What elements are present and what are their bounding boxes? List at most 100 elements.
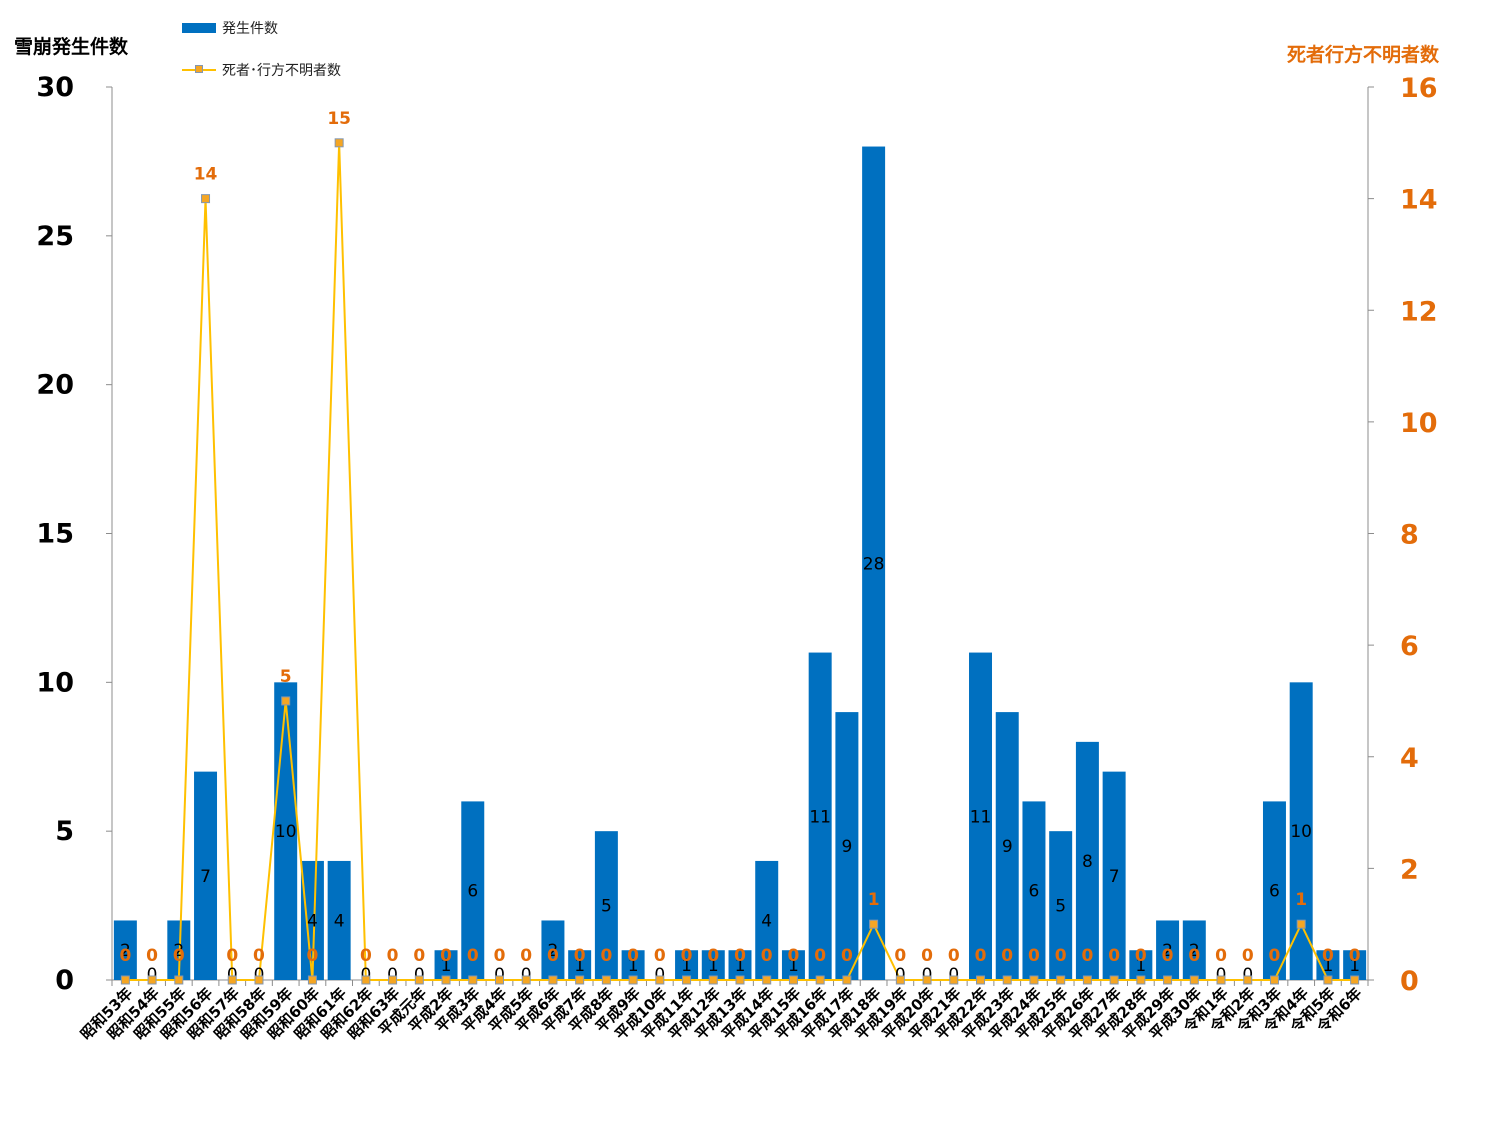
- bar-data-label: 11: [970, 807, 992, 827]
- bar-data-label: 1: [681, 956, 692, 976]
- bar-data-label: 0: [1216, 965, 1227, 985]
- line-data-label: 0: [681, 946, 693, 966]
- bar: [701, 950, 725, 980]
- right-tick-label: 8: [1400, 520, 1419, 551]
- line-data-label: 0: [707, 946, 719, 966]
- line-data-label: 0: [1269, 946, 1281, 966]
- line-point: [949, 975, 959, 985]
- line-data-label: 0: [387, 946, 399, 966]
- bar: [594, 831, 618, 980]
- bar: [541, 920, 565, 980]
- right-tick-label: 12: [1400, 296, 1438, 327]
- line-point: [388, 975, 398, 985]
- bar: [1049, 831, 1073, 980]
- line-point: [869, 919, 879, 929]
- bar: [862, 146, 886, 981]
- bar-data-label: 0: [895, 965, 906, 985]
- bar: [1262, 801, 1286, 980]
- line-data-label: 0: [841, 946, 853, 966]
- bar-data-label: 9: [841, 837, 852, 857]
- line-point: [1269, 975, 1279, 985]
- right-axis-title: 死者行方不明者数: [1286, 44, 1439, 66]
- bar-data-label: 4: [307, 911, 318, 931]
- bar: [835, 712, 859, 980]
- bar-data-label: 10: [1290, 822, 1312, 842]
- bar-data-label: 1: [628, 956, 639, 976]
- line-data-label: 0: [975, 946, 987, 966]
- left-tick-label: 25: [36, 221, 74, 252]
- line-point: [1002, 975, 1012, 985]
- line-data-label: 0: [146, 946, 158, 966]
- bar-data-label: 6: [1269, 882, 1280, 902]
- bar: [300, 860, 324, 980]
- bar: [461, 801, 485, 980]
- bar: [1156, 920, 1180, 980]
- legend-line-marker: [195, 65, 203, 73]
- line-data-label: 0: [1242, 946, 1254, 966]
- line-point: [922, 975, 932, 985]
- line-point: [788, 975, 798, 985]
- line-point: [682, 975, 692, 985]
- bar-data-label: 0: [654, 965, 665, 985]
- bar: [1343, 950, 1367, 980]
- line-point: [361, 975, 371, 985]
- bar: [621, 950, 645, 980]
- left-tick-label: 5: [55, 816, 74, 847]
- line-point: [1029, 975, 1039, 985]
- bar-data-label: 1: [441, 956, 452, 976]
- bar-data-label: 0: [948, 965, 959, 985]
- bar-data-label: 1: [1323, 956, 1334, 976]
- line-data-label: 0: [627, 946, 639, 966]
- line-point: [762, 975, 772, 985]
- bar: [167, 920, 191, 980]
- left-tick-label: 10: [36, 667, 74, 698]
- bar-data-label: 6: [1029, 882, 1040, 902]
- line-data-label: 0: [119, 946, 131, 966]
- bar: [1075, 741, 1099, 980]
- bar: [113, 920, 137, 980]
- line-data-label: 0: [921, 946, 933, 966]
- line-point: [1056, 975, 1066, 985]
- line-point: [227, 975, 237, 985]
- line-point: [254, 975, 264, 985]
- line-data-label: 1: [868, 890, 880, 910]
- line-point: [334, 138, 344, 148]
- line-point: [895, 975, 905, 985]
- right-tick-label: 4: [1400, 743, 1419, 774]
- line-point: [976, 975, 986, 985]
- line-data-label: 0: [1162, 946, 1174, 966]
- line-point: [1296, 919, 1306, 929]
- series-line: [125, 142, 1355, 981]
- bar: [1289, 682, 1313, 980]
- line-point: [414, 975, 424, 985]
- bar-data-label: 0: [521, 965, 532, 985]
- line-data-label: 0: [654, 946, 666, 966]
- line-point: [1350, 975, 1360, 985]
- line-point: [468, 975, 478, 985]
- bar-data-label: 1: [1349, 956, 1360, 976]
- right-tick-label: 16: [1400, 73, 1438, 104]
- line-point: [174, 975, 184, 985]
- line-data-label: 0: [761, 946, 773, 966]
- bar: [1102, 771, 1126, 980]
- line-point: [575, 975, 585, 985]
- line-data-label: 0: [253, 946, 265, 966]
- left-tick-label: 30: [36, 72, 74, 103]
- line-data-label: 0: [226, 946, 238, 966]
- line-point: [655, 975, 665, 985]
- bar-data-label: 6: [467, 882, 478, 902]
- bar-data-label: 2: [548, 941, 559, 961]
- bar-data-label: 1: [574, 956, 585, 976]
- legend-item-line: 死者･行方不明者数: [182, 58, 341, 82]
- bar: [1182, 920, 1206, 980]
- line-point: [1163, 975, 1173, 985]
- line-data-label: 0: [1055, 946, 1067, 966]
- bar-data-label: 1: [788, 956, 799, 976]
- bar: [1129, 950, 1153, 980]
- line-point: [628, 975, 638, 985]
- legend-line-swatch: [182, 65, 216, 73]
- line-data-label: 0: [413, 946, 425, 966]
- right-tick-label: 0: [1400, 966, 1419, 997]
- left-tick-label: 15: [36, 519, 74, 550]
